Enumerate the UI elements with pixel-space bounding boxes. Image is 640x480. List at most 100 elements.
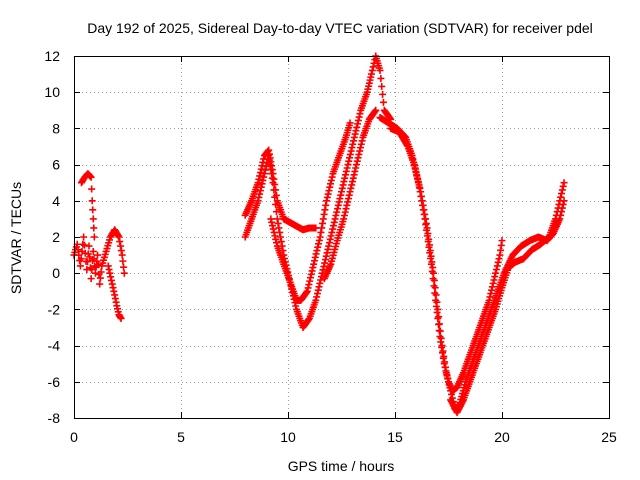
- data-point: [328, 228, 336, 236]
- data-point: [312, 224, 320, 232]
- data-point: [433, 308, 441, 316]
- data-point: [354, 154, 362, 162]
- data-point: [423, 226, 431, 234]
- data-point: [348, 181, 356, 189]
- data-point: [256, 187, 264, 195]
- data-point: [315, 283, 323, 291]
- data-point: [306, 274, 314, 282]
- data-point: [325, 187, 333, 195]
- data-point: [416, 188, 424, 196]
- x-axis-tick-labels: 0 5 10 15 20 25: [70, 429, 617, 445]
- data-point: [413, 172, 421, 180]
- data-point: [319, 219, 327, 227]
- data-point: [408, 152, 416, 160]
- y-axis-tick-labels: -8 -6 -4 -2 0 2 4 6 8 10 12: [44, 48, 60, 426]
- data-point: [322, 201, 330, 209]
- grid-lines: [74, 56, 609, 418]
- data-point: [415, 179, 423, 187]
- data-point: [555, 200, 563, 208]
- data-point: [379, 90, 387, 98]
- data-point: [350, 171, 358, 179]
- data-point: [272, 191, 280, 199]
- data-point: [110, 287, 118, 295]
- data-point: [421, 215, 429, 223]
- data-point: [431, 289, 439, 297]
- x-tick-label: 25: [601, 429, 617, 445]
- data-point: [352, 161, 360, 169]
- data-point: [491, 273, 499, 281]
- data-point: [354, 120, 362, 128]
- data-point: [254, 179, 262, 187]
- data-point: [349, 174, 357, 182]
- data-point: [307, 270, 315, 278]
- data-point: [90, 224, 98, 232]
- data-point: [342, 205, 350, 213]
- data-point: [327, 232, 335, 240]
- data-point: [377, 74, 385, 82]
- series-track-b-mid: [267, 119, 354, 304]
- data-point: [488, 283, 496, 291]
- axis-ticks: [74, 56, 610, 419]
- y-tick-label: -2: [48, 301, 61, 317]
- y-tick-label: 0: [52, 265, 60, 281]
- data-point: [376, 66, 384, 74]
- data-point: [378, 82, 386, 90]
- data-point: [91, 262, 99, 270]
- data-point: [333, 208, 341, 216]
- data-point: [84, 258, 92, 266]
- data-point: [330, 218, 338, 226]
- data-point: [355, 113, 363, 121]
- data-point: [558, 186, 566, 194]
- data-point: [120, 269, 128, 277]
- data-point: [344, 161, 352, 169]
- data-point: [314, 240, 322, 248]
- data-point: [346, 188, 354, 196]
- y-tick-label: 2: [52, 229, 60, 245]
- data-point: [117, 242, 125, 250]
- data-point: [425, 243, 433, 251]
- data-point: [80, 233, 88, 241]
- y-tick-label: -4: [48, 338, 61, 354]
- data-point: [258, 180, 266, 188]
- data-point: [417, 192, 425, 200]
- data-point: [322, 252, 330, 260]
- data-point: [352, 127, 360, 135]
- data-point: [488, 286, 496, 294]
- data-point: [492, 269, 500, 277]
- y-tick-label: -8: [48, 410, 61, 426]
- data-point: [90, 233, 98, 241]
- chart-title: Day 192 of 2025, Sidereal Day-to-day VTE…: [87, 20, 593, 36]
- data-point: [371, 107, 379, 115]
- data-point: [411, 162, 419, 170]
- data-point: [94, 261, 102, 269]
- data-point: [340, 212, 348, 220]
- data-point: [256, 169, 264, 177]
- data-point: [302, 288, 310, 296]
- data-point: [432, 302, 440, 310]
- data-point: [344, 195, 352, 203]
- data-point: [325, 242, 333, 250]
- data-point: [316, 233, 324, 241]
- series-track-a: [70, 226, 128, 288]
- data-point: [107, 276, 115, 284]
- data-point: [346, 150, 354, 158]
- data-point: [349, 140, 357, 148]
- data-point: [270, 228, 278, 236]
- data-point: [313, 290, 321, 298]
- data-point: [338, 188, 345, 196]
- data-point: [357, 140, 365, 148]
- data-point: [324, 190, 332, 198]
- data-point: [273, 215, 281, 223]
- data-point: [340, 178, 348, 186]
- data-point: [444, 374, 452, 382]
- data-point: [424, 238, 432, 246]
- data-point: [315, 236, 323, 244]
- data-point: [88, 266, 96, 274]
- data-point: [324, 245, 332, 253]
- data-point: [334, 201, 342, 209]
- data-point: [269, 225, 277, 233]
- data-point: [554, 204, 562, 212]
- data-series: [70, 52, 568, 417]
- data-point: [117, 314, 125, 322]
- data-point: [347, 184, 355, 192]
